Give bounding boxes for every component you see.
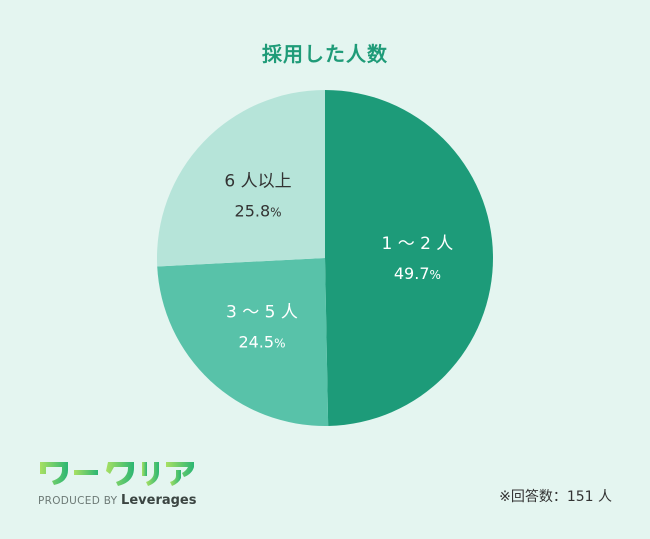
pie-slice	[157, 90, 325, 267]
slice-value: 25.8%	[235, 201, 282, 220]
slice-label: 1 ～ 2 人	[381, 234, 453, 254]
produced-by-label: PRODUCED BY	[38, 495, 118, 507]
slice-value: 49.7%	[394, 264, 441, 283]
slice-label: 3 ～ 5 人	[226, 303, 298, 323]
response-count-note: ※回答数：151 人	[499, 489, 612, 505]
slice-value: 24.5%	[238, 333, 285, 352]
produced-by: PRODUCED BY Leverages	[38, 493, 196, 508]
pie-slice	[325, 90, 494, 426]
logo-mark	[40, 462, 194, 486]
chart-title: 採用した人数	[262, 42, 388, 66]
slice-label: 6 人以上	[224, 171, 291, 191]
pie-slice	[157, 258, 329, 426]
brand-name: Leverages	[121, 493, 197, 508]
